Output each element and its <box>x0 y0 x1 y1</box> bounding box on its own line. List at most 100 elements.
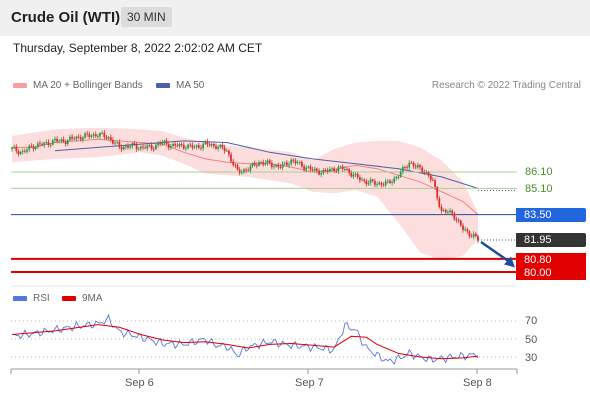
legend-ma20: MA 20 + Bollinger Bands <box>13 80 143 91</box>
candle-body <box>230 154 232 162</box>
candle-body <box>324 169 327 171</box>
candle-body <box>105 137 108 139</box>
candle-body <box>371 179 374 181</box>
candle-body <box>442 210 445 211</box>
candle-body <box>232 161 235 165</box>
candle-body <box>150 145 153 149</box>
candle-body <box>213 144 215 146</box>
candle-body <box>249 166 252 171</box>
candle-body <box>472 233 475 237</box>
candle-body <box>148 145 151 146</box>
rsi-line <box>11 313 479 366</box>
candle-body <box>316 168 318 171</box>
projection-arrow-shaft <box>480 241 510 263</box>
candle-body <box>320 173 323 175</box>
candle-body <box>408 162 411 168</box>
level-label-85-10: 85.10 <box>525 183 553 195</box>
candle-body <box>131 143 134 147</box>
candle-body <box>71 136 73 139</box>
candle-body <box>221 144 224 148</box>
candle-body <box>146 145 149 149</box>
candle-body <box>225 150 228 152</box>
candle-body <box>303 166 305 170</box>
timestamp: Thursday, September 8, 2022 2:02:02 AM C… <box>13 41 263 55</box>
candle-body <box>94 134 97 137</box>
candle-body <box>127 145 129 148</box>
candle-body <box>466 229 469 232</box>
legend-ma50-label: MA 50 <box>176 80 205 91</box>
candle-body <box>410 162 413 164</box>
candle-body <box>109 137 112 140</box>
candle-body <box>51 140 54 145</box>
candle-body <box>367 183 370 185</box>
candle-body <box>36 143 39 147</box>
candle-body <box>210 144 213 146</box>
candle-body <box>318 170 320 175</box>
candle-body <box>204 141 207 144</box>
legend-rsi: RSI <box>13 293 50 304</box>
candle-body <box>359 177 361 181</box>
candle-body <box>66 140 69 144</box>
candle-body <box>356 173 359 178</box>
candle-body <box>69 136 71 140</box>
candle-body <box>185 148 187 149</box>
candle-body <box>453 213 456 220</box>
candle-body <box>432 179 434 181</box>
candle-body <box>189 144 192 146</box>
candle-body <box>462 225 464 230</box>
candle-body <box>440 206 443 211</box>
candle-body <box>311 169 314 171</box>
candle-body <box>167 144 170 148</box>
candle-body <box>268 160 271 163</box>
candle-body <box>352 174 355 177</box>
candle-body <box>77 136 80 138</box>
candle-body <box>412 162 415 167</box>
rsi-ma-swatch <box>62 296 76 301</box>
candle-body <box>374 181 376 185</box>
candle-body <box>195 145 198 147</box>
candle-body <box>228 150 230 155</box>
candle-body <box>331 168 333 170</box>
candle-body <box>238 169 241 173</box>
candle-body <box>419 165 421 168</box>
candle-body <box>395 176 398 179</box>
candle-body <box>32 146 35 149</box>
candle-body <box>270 162 273 168</box>
timeframe-badge[interactable]: 30 MIN <box>121 7 172 27</box>
candle-body <box>129 146 131 148</box>
legend-rsi-ma-label: 9MA <box>82 293 103 304</box>
candle-body <box>112 140 114 144</box>
candle-body <box>172 143 174 146</box>
candle-body <box>215 145 217 149</box>
candle-body <box>240 171 243 173</box>
candle-body <box>236 165 239 170</box>
candle-body <box>380 182 383 185</box>
candle-body <box>378 182 381 185</box>
rsi-tick-50: 50 <box>525 334 538 346</box>
candle-body <box>247 170 250 172</box>
candle-body <box>62 139 65 142</box>
candle-body <box>223 147 226 151</box>
candle-body <box>144 147 146 149</box>
candle-body <box>30 145 33 147</box>
x-label-sep7: Sep 7 <box>295 377 324 389</box>
candle-body <box>135 144 138 149</box>
candle-body <box>382 184 385 186</box>
candle-body <box>290 159 293 165</box>
price-tag-80-80: 80.80 <box>516 253 586 267</box>
candle-body <box>73 138 76 140</box>
projection-arrow-layer <box>480 241 515 268</box>
candle-body <box>157 143 159 146</box>
candle-body <box>41 144 43 146</box>
price-tag-83-50: 83.50 <box>516 208 586 222</box>
candle-body <box>341 166 344 170</box>
candle-body <box>386 180 389 182</box>
candle-body <box>389 180 391 183</box>
candle-body <box>273 166 275 168</box>
candle-body <box>427 172 430 176</box>
candle-body <box>137 148 140 150</box>
price-tag-80-00: 80.00 <box>516 266 586 280</box>
candle-body <box>457 220 460 221</box>
legend-ma20-label: MA 20 + Bollinger Bands <box>33 80 143 91</box>
